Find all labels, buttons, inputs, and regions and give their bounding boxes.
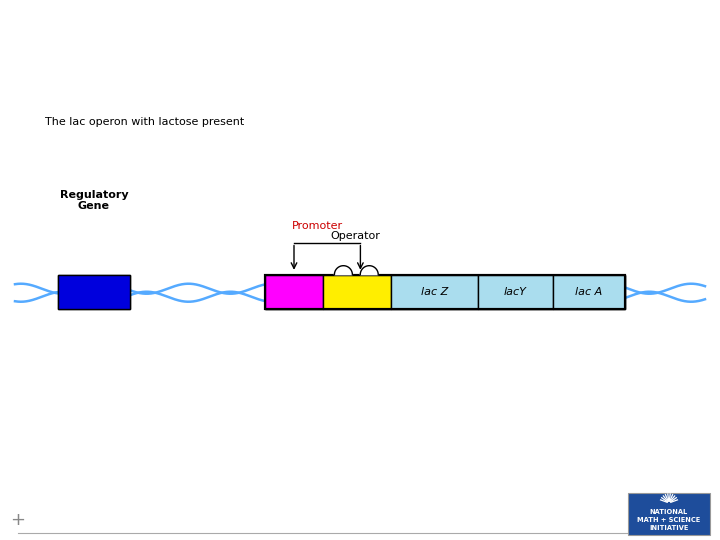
Bar xyxy=(58,275,130,309)
Bar xyxy=(265,275,323,309)
Text: lac A: lac A xyxy=(575,287,603,296)
Text: lacY: lacY xyxy=(504,287,527,296)
Polygon shape xyxy=(360,266,378,275)
Text: lac Z: lac Z xyxy=(421,287,448,296)
Text: Regulatory
Gene: Regulatory Gene xyxy=(60,190,128,211)
Text: Operator: Operator xyxy=(330,231,380,241)
Bar xyxy=(628,493,710,535)
Text: +: + xyxy=(11,511,25,529)
Bar xyxy=(58,275,130,309)
Bar xyxy=(553,275,625,309)
Polygon shape xyxy=(334,266,352,275)
Bar xyxy=(323,275,391,309)
Bar xyxy=(323,275,391,309)
Bar xyxy=(478,275,553,309)
Bar xyxy=(58,273,130,310)
Bar xyxy=(391,275,478,309)
Text: Promoter: Promoter xyxy=(292,221,343,231)
Bar xyxy=(478,275,553,309)
Bar xyxy=(265,273,625,310)
Text: NATIONAL
MATH + SCIENCE
INITIATIVE: NATIONAL MATH + SCIENCE INITIATIVE xyxy=(637,509,701,531)
Text: of Lactose: of Lactose xyxy=(283,63,437,89)
Bar xyxy=(265,275,625,309)
Bar xyxy=(265,275,625,309)
Bar xyxy=(265,275,323,309)
Bar xyxy=(391,275,478,309)
Bar xyxy=(553,275,625,309)
Text: The lac operon with lactose present: The lac operon with lactose present xyxy=(45,117,244,126)
Text: Animation of the   lac   Operon and Presence: Animation of the lac Operon and Presence xyxy=(35,28,685,54)
